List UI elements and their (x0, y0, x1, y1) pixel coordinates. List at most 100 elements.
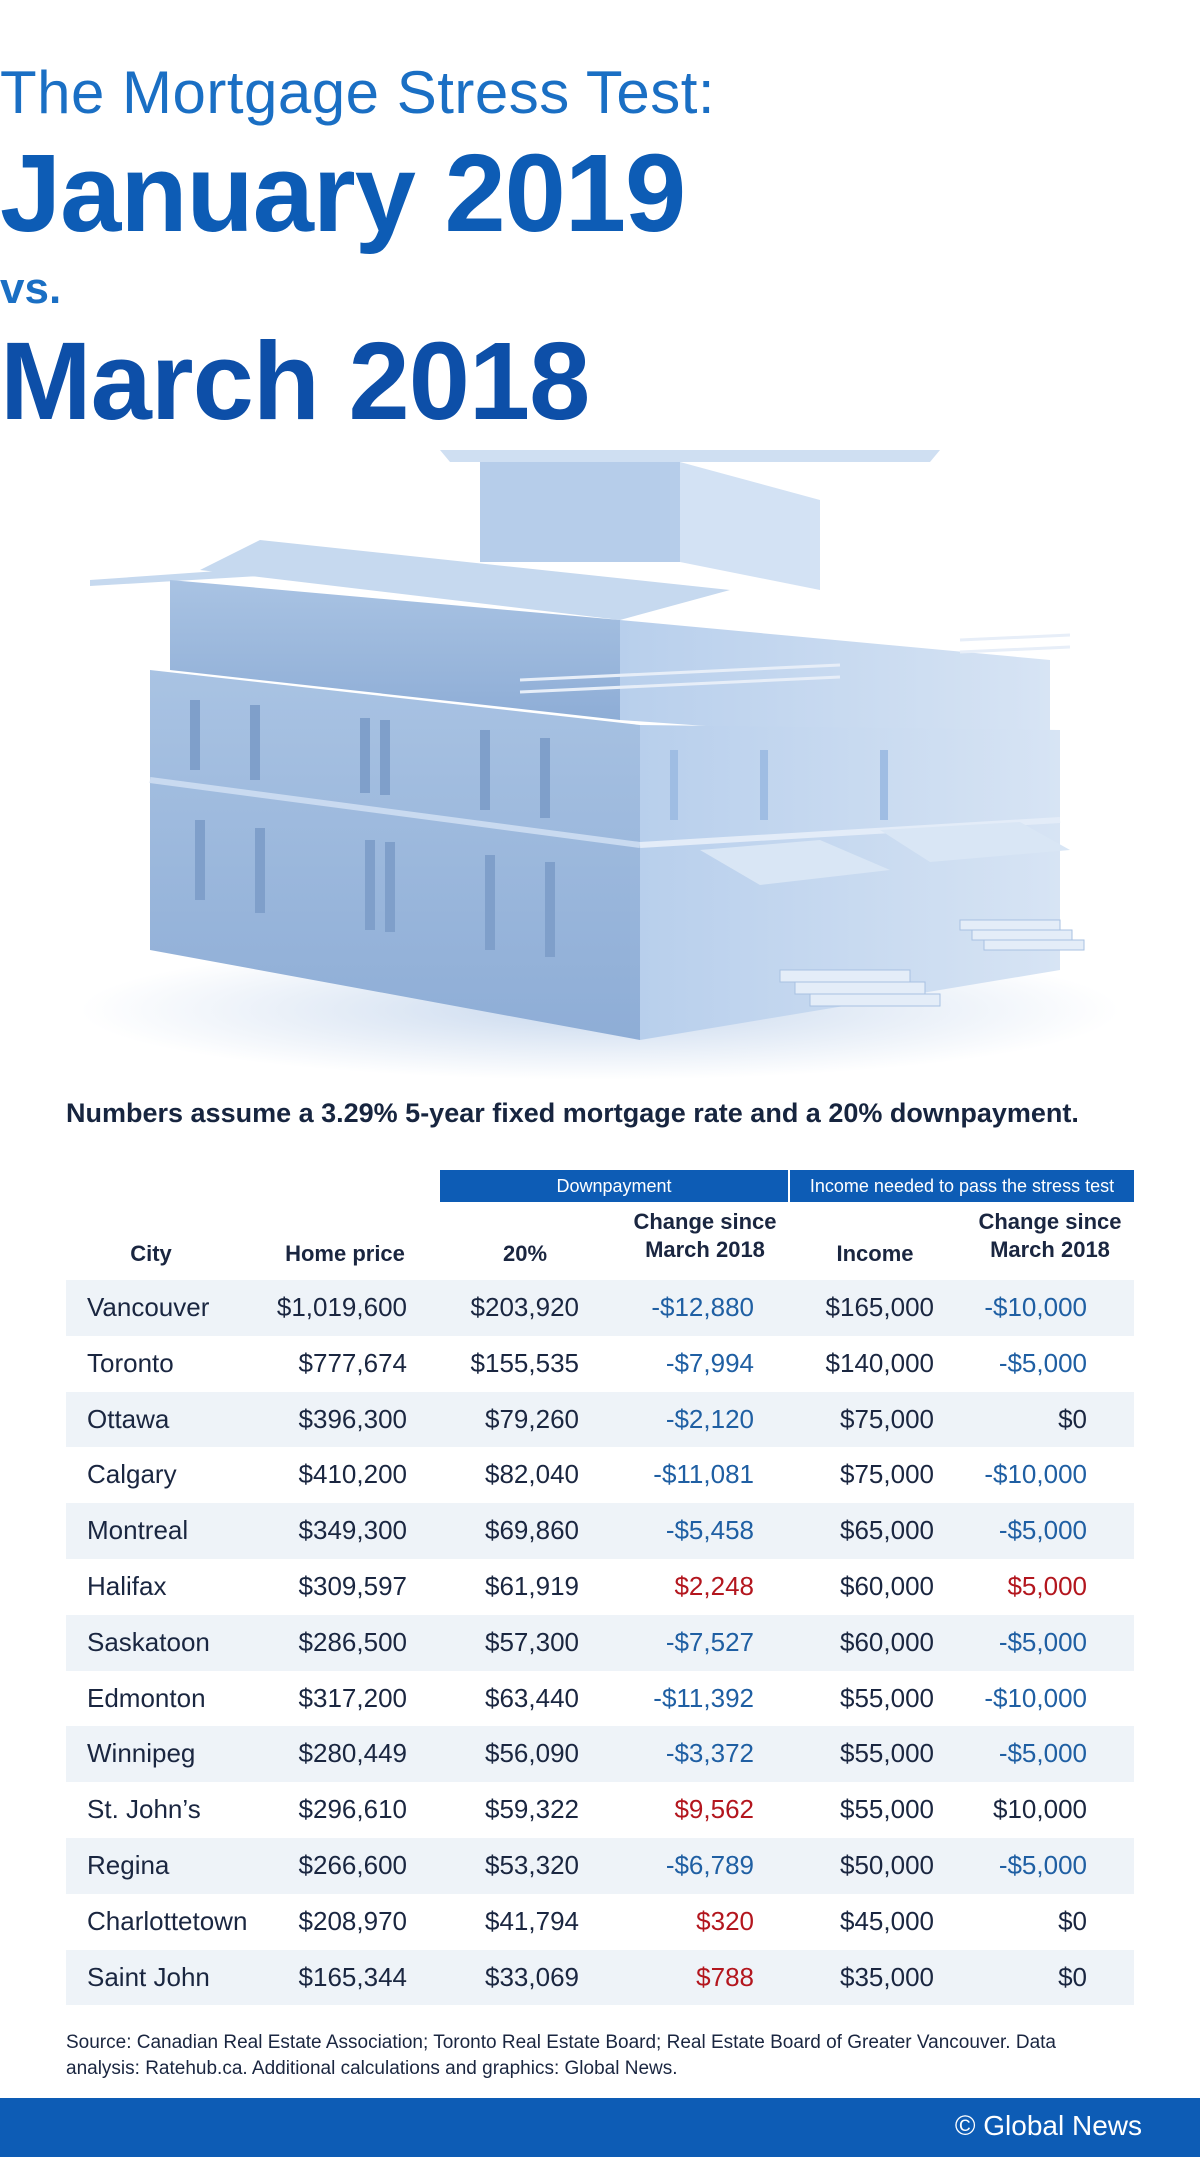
column-header-downpayment-20: 20% (502, 1241, 548, 1266)
downpayment-change-cell: $788 (696, 1961, 754, 1992)
city-cell: Calgary (87, 1459, 177, 1490)
downpayment-cell: $155,535 (470, 1347, 579, 1378)
income-change-cell: $0 (1058, 1403, 1087, 1434)
downpayment-change-cell: -$3,372 (665, 1738, 754, 1769)
income-change-cell: -$10,000 (984, 1459, 1087, 1490)
downpayment-change-cell: $2,248 (674, 1570, 754, 1601)
home-price-cell: $1,019,600 (276, 1292, 407, 1322)
home-price-cell: $317,200 (298, 1682, 407, 1713)
income-cell: $65,000 (840, 1515, 934, 1546)
downpayment-change-cell: -$7,527 (665, 1626, 754, 1657)
downpayment-group-header: Downpayment (440, 1170, 788, 1202)
home-price-cell: $266,600 (298, 1849, 407, 1880)
table-row: Saskatoon $286,500 $57,300 -$7,527 $60,0… (66, 1614, 1134, 1671)
downpayment-change-cell: -$12,880 (651, 1292, 754, 1322)
table-row: Ottawa $396,300 $79,260 -$2,120 $75,000 … (66, 1391, 1134, 1448)
city-cell: Saint John (87, 1961, 210, 1992)
home-price-cell: $396,300 (298, 1403, 407, 1434)
income-cell: $140,000 (825, 1347, 934, 1378)
footer-credit: © Global News (954, 2110, 1142, 2141)
table-row: Halifax $309,597 $61,919 $2,248 $60,000 … (66, 1559, 1134, 1615)
downpayment-cell: $82,040 (485, 1459, 579, 1490)
table-row: St. John’s $296,610 $59,322 $9,562 $55,0… (66, 1782, 1134, 1838)
downpayment-change-cell: -$5,458 (665, 1515, 754, 1546)
downpayment-change-cell: -$6,789 (665, 1849, 754, 1880)
footer-bar: © Global News (0, 2098, 1200, 2157)
home-price-cell: $296,610 (298, 1794, 407, 1825)
downpayment-cell: $79,260 (485, 1403, 579, 1434)
downpayment-cell: $69,860 (485, 1515, 579, 1546)
income-change-cell: -$5,000 (998, 1738, 1087, 1769)
city-cell: Ottawa (87, 1403, 170, 1434)
income-change-cell: $0 (1058, 1905, 1087, 1936)
table-row: Calgary $410,200 $82,040 -$11,081 $75,00… (66, 1447, 1134, 1503)
income-cell: $165,000 (825, 1292, 934, 1322)
table-row: Toronto $777,674 $155,535 -$7,994 $140,0… (66, 1336, 1134, 1392)
column-header-city: City (130, 1241, 172, 1266)
home-price-cell: $165,344 (298, 1961, 407, 1992)
income-cell: $75,000 (840, 1403, 934, 1434)
table-row: Regina $266,600 $53,320 -$6,789 $50,000 … (66, 1837, 1134, 1894)
home-price-cell: $349,300 (298, 1515, 407, 1546)
home-price-cell: $777,674 (298, 1347, 407, 1378)
income-change-cell: -$10,000 (984, 1292, 1087, 1322)
table-row: Saint John $165,344 $33,069 $788 $35,000… (66, 1949, 1134, 2006)
downpayment-cell: $61,919 (485, 1570, 579, 1601)
table-row: Vancouver $1,019,600 $203,920 -$12,880 $… (66, 1280, 1134, 1336)
city-cell: Saskatoon (87, 1626, 210, 1657)
column-header-home-price: Home price (285, 1241, 405, 1266)
downpayment-change-cell: -$7,994 (665, 1347, 754, 1378)
downpayment-change-cell: -$11,392 (653, 1682, 754, 1713)
income-cell: $60,000 (840, 1570, 934, 1601)
home-price-cell: $286,500 (298, 1626, 407, 1657)
income-cell: $35,000 (840, 1961, 934, 1992)
income-change-cell: $5,000 (1007, 1570, 1087, 1601)
income-change-cell: -$5,000 (998, 1849, 1087, 1880)
city-cell: Edmonton (87, 1682, 206, 1713)
city-cell: Montreal (87, 1515, 189, 1546)
table-row: Charlottetown $208,970 $41,794 $320 $45,… (66, 1894, 1134, 1950)
downpayment-cell: $33,069 (485, 1961, 579, 1992)
downpayment-cell: $203,920 (470, 1292, 579, 1322)
income-change-cell: -$10,000 (984, 1682, 1087, 1713)
income-cell: $45,000 (840, 1905, 934, 1936)
city-cell: Winnipeg (87, 1738, 196, 1769)
city-cell: Regina (87, 1849, 170, 1880)
house-illustration (80, 450, 1120, 1080)
home-price-cell: $208,970 (298, 1905, 407, 1936)
downpayment-cell: $63,440 (485, 1682, 579, 1713)
income-group-header: Income needed to pass the stress test (790, 1170, 1134, 1202)
column-header-income-change: Change since March 2018 (978, 1209, 1122, 1262)
city-cell: Charlottetown (87, 1905, 248, 1936)
downpayment-change-cell: $320 (696, 1905, 754, 1936)
source-note: Source: Canadian Real Estate Association… (66, 2032, 1056, 2079)
table-row: Winnipeg $280,449 $56,090 -$3,372 $55,00… (66, 1726, 1134, 1783)
income-cell: $55,000 (840, 1794, 934, 1825)
downpayment-cell: $56,090 (485, 1738, 579, 1769)
city-cell: St. John’s (87, 1794, 201, 1825)
downpayment-cell: $57,300 (485, 1626, 579, 1657)
city-cell: Vancouver (87, 1292, 210, 1322)
income-cell: $50,000 (840, 1849, 934, 1880)
title-line-1: The Mortgage Stress Test: (0, 59, 716, 126)
table-row: Edmonton $317,200 $63,440 -$11,392 $55,0… (66, 1671, 1134, 1727)
downpayment-change-cell: $9,562 (674, 1794, 754, 1825)
downpayment-cell: $41,794 (485, 1905, 579, 1936)
table-row: Montreal $349,300 $69,860 -$5,458 $65,00… (66, 1503, 1134, 1559)
income-cell: $75,000 (840, 1459, 934, 1490)
assumption-note: Numbers assume a 3.29% 5-year fixed mort… (66, 1098, 1079, 1128)
home-price-cell: $280,449 (298, 1738, 407, 1769)
data-table: Vancouver $1,019,600 $203,920 -$12,880 $… (66, 1280, 1134, 2006)
income-change-cell: $10,000 (993, 1794, 1087, 1825)
downpayment-change-cell: -$11,081 (653, 1459, 754, 1490)
downpayment-cell: $59,322 (485, 1794, 579, 1825)
city-cell: Toronto (87, 1347, 174, 1378)
income-change-cell: -$5,000 (998, 1347, 1087, 1378)
income-change-cell: -$5,000 (998, 1515, 1087, 1546)
downpayment-change-cell: -$2,120 (665, 1403, 754, 1434)
title-vs: vs. (0, 264, 62, 313)
column-header-downpayment-change: Change since March 2018 (633, 1209, 777, 1262)
title-line-2: January 2019 (0, 132, 686, 255)
downpayment-cell: $53,320 (485, 1849, 579, 1880)
title-line-4: March 2018 (0, 320, 590, 443)
